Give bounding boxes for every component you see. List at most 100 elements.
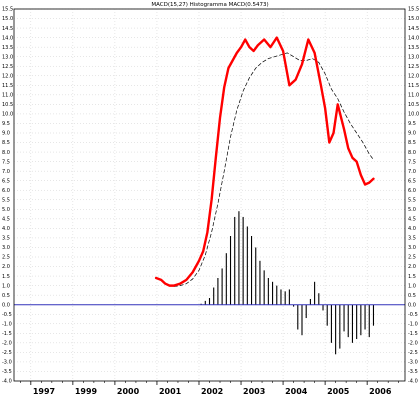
y-tick-label: 5.0 [2, 207, 10, 213]
y-tick-label-right: 10.0 [408, 112, 419, 118]
grid-lines [14, 8, 405, 382]
y-tick-label-right: 4.0 [408, 226, 416, 232]
y-tick-label-right: -4.0 [408, 379, 418, 385]
y-tick-label: 11.0 [2, 93, 13, 99]
y-tick-label-right: 13.0 [408, 54, 419, 60]
y-tick-label: -0.5 [2, 312, 12, 318]
y-tick-label-right: 0.0 [408, 302, 416, 308]
y-tick-label-right: 15.0 [408, 16, 419, 22]
y-axis-right: -4.0 -3.5 -3.0 -2.5 -2.0 -1.5 -1.0 -0.5 0.0 0.5 1.… [408, 7, 419, 385]
y-tick-label: 12.0 [2, 73, 13, 79]
y-tick-label: 2.0 [2, 264, 10, 270]
y-tick-label-right: 12.0 [408, 73, 419, 79]
y-tick-label: 7.5 [2, 159, 10, 165]
y-tick-label-right: 13.5 [408, 45, 419, 51]
y-tick-label-right: 3.5 [408, 236, 416, 242]
y-tick-label: 0.5 [2, 293, 10, 299]
y-tick-label-right: 7.5 [408, 159, 416, 165]
y-tick-label: 2.5 [2, 255, 10, 261]
y-tick-label-right: 7.0 [408, 169, 416, 175]
x-tick-label: 2005 [327, 387, 350, 396]
macd-line [154, 36, 375, 287]
x-tick-label: 2000 [117, 387, 140, 396]
y-tick-label-right: 0.5 [408, 293, 416, 299]
y-tick-label-right: 1.5 [408, 274, 416, 280]
y-tick-label-right: 5.0 [408, 207, 416, 213]
y-tick-label: 1.5 [2, 274, 10, 280]
y-tick-label: 3.0 [2, 245, 10, 251]
y-tick-label-right: -2.0 [408, 341, 418, 347]
y-tick-label-right: 12.5 [408, 64, 419, 70]
y-tick-label-right: 1.0 [408, 283, 416, 289]
y-axis-left: -4.0 -3.5 -3.0 -2.5 -2.0 -1.5 -1.0 -0.5 0.0 0.5 1.… [2, 7, 13, 385]
y-tick-label-right: 5.5 [408, 197, 416, 203]
y-tick-label: 9.0 [2, 131, 10, 137]
x-tick-label: 2004 [285, 387, 308, 396]
y-tick-label: 8.0 [2, 150, 10, 156]
y-tick-label: -2.0 [2, 341, 12, 347]
y-tick-label: 11.5 [2, 83, 13, 89]
y-tick-label-right: -2.5 [408, 350, 418, 356]
x-tick-label: 2002 [201, 387, 223, 396]
y-tick-label: 10.0 [2, 112, 13, 118]
y-tick-label-right: 8.0 [408, 150, 416, 156]
y-tick-label-right: 9.0 [408, 131, 416, 137]
x-tick-label: 2003 [243, 387, 265, 396]
y-tick-label: 14.5 [2, 26, 13, 32]
y-tick-label-right: 11.5 [408, 83, 419, 89]
y-tick-label-right: -1.5 [408, 331, 418, 337]
x-tick-label: 1999 [75, 387, 98, 396]
x-tick-label: 1997 [33, 387, 55, 396]
y-tick-label: 12.5 [2, 64, 13, 70]
y-tick-label: -1.0 [2, 321, 12, 327]
x-tick-label: 2006 [369, 387, 392, 396]
y-tick-label: 1.0 [2, 283, 10, 289]
y-tick-label-right: 9.5 [408, 121, 416, 127]
chart-title: MACD(15,27) Histogramma MACD(0.5473) [151, 2, 268, 8]
x-axis: 1997 1999 2000 2001 2002 2003 2004 2005 2006 [20, 381, 399, 396]
y-tick-label-right: 2.0 [408, 264, 416, 270]
y-tick-label: -4.0 [2, 379, 12, 385]
y-tick-label: -1.5 [2, 331, 12, 337]
y-tick-label: -2.5 [2, 350, 12, 356]
y-tick-label: 8.5 [2, 140, 10, 146]
y-tick-label-right: 6.5 [408, 178, 416, 184]
y-tick-label: -3.0 [2, 360, 12, 366]
y-tick-label-right: 11.0 [408, 93, 419, 99]
histogram-series [200, 211, 375, 355]
y-tick-label: 6.5 [2, 178, 10, 184]
y-tick-label: 0.0 [2, 302, 10, 308]
y-tick-label-right: -3.0 [408, 360, 418, 366]
plot-frame [13, 8, 406, 382]
y-tick-label: 7.0 [2, 169, 10, 175]
y-tick-label-right: 14.0 [408, 35, 419, 41]
y-tick-label: 15.5 [2, 7, 13, 13]
signal-line [173, 52, 374, 287]
y-tick-label-right: 3.0 [408, 245, 416, 251]
y-tick-label: 3.5 [2, 236, 10, 242]
y-tick-label-right: 2.5 [408, 255, 416, 261]
signal-series [173, 52, 374, 287]
y-tick-label: 15.0 [2, 16, 13, 22]
y-tick-label: 4.5 [2, 217, 10, 223]
y-tick-label-right: 8.5 [408, 140, 416, 146]
y-tick-label-right: -0.5 [408, 312, 418, 318]
y-tick-label: 6.0 [2, 188, 10, 194]
y-tick-label-right: 6.0 [408, 188, 416, 194]
y-tick-label-right: 14.5 [408, 26, 419, 32]
y-tick-label-right: -1.0 [408, 321, 418, 327]
y-tick-label: 13.0 [2, 54, 13, 60]
y-tick-label: 14.0 [2, 35, 13, 41]
y-tick-label-right: -3.5 [408, 369, 418, 375]
y-tick-label: 4.0 [2, 226, 10, 232]
y-tick-label: 9.5 [2, 121, 10, 127]
y-tick-label-right: 10.5 [408, 102, 419, 108]
y-tick-label: 5.5 [2, 197, 10, 203]
y-tick-label: 10.5 [2, 102, 13, 108]
y-tick-label-right: 15.5 [408, 7, 419, 13]
x-tick-label: 2001 [159, 387, 182, 396]
y-tick-label: 13.5 [2, 45, 13, 51]
y-tick-label-right: 4.5 [408, 217, 416, 223]
macd-series [154, 36, 375, 287]
